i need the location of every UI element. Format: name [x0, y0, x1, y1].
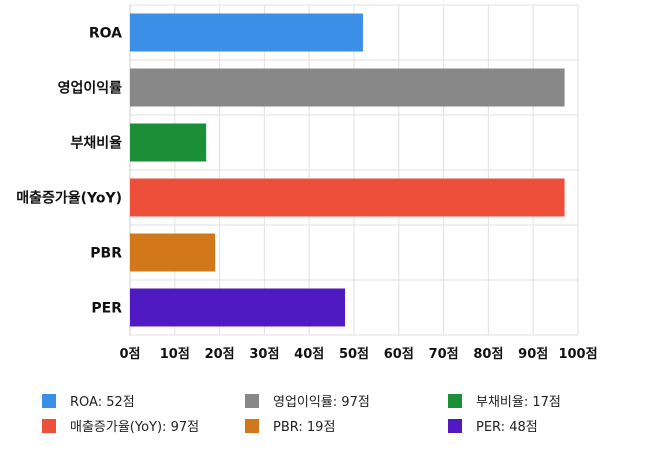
legend-swatch: [245, 394, 259, 408]
x-tick-label: 30점: [249, 347, 279, 362]
category-label: PBR: [90, 246, 122, 262]
legend-swatch: [42, 394, 56, 408]
bar: [130, 123, 207, 162]
legend-swatch: [245, 419, 259, 433]
legend-label: ROA: 52점: [70, 395, 135, 410]
legend-swatch: [448, 394, 462, 408]
x-tick-labels: 0점 10점 20점 30점 40점 50점 60점 70점 80점 90점 100점: [119, 347, 597, 362]
x-tick-label: 40점: [294, 347, 324, 362]
bar: [130, 288, 346, 327]
grid-lines: [129, 4, 579, 336]
x-tick-label: 20점: [205, 347, 235, 362]
bar: [130, 178, 565, 217]
bar: [130, 68, 565, 107]
x-tick-label: 60점: [384, 347, 414, 362]
x-tick-label: 0점: [119, 347, 140, 362]
category-label: PER: [91, 301, 122, 317]
x-tick-label: 50점: [339, 347, 369, 362]
legend-swatch: [448, 419, 462, 433]
x-tick-label: 80점: [473, 347, 503, 362]
bars: [130, 13, 565, 327]
x-tick-label: 70점: [429, 347, 459, 362]
category-label: 부채비율: [70, 135, 122, 152]
legend-label: 부채비율: 17점: [476, 395, 561, 410]
x-tick-label: 100점: [558, 347, 597, 362]
category-label: 영업이익률: [58, 80, 123, 97]
bar: [130, 233, 216, 272]
bar: [130, 13, 363, 52]
legend-label: PBR: 19점: [273, 420, 335, 435]
legend-label: 영업이익률: 97점: [273, 395, 370, 410]
legend-swatch: [42, 419, 56, 433]
x-tick-label: 10점: [160, 347, 190, 362]
legend-label: PER: 48점: [476, 420, 538, 435]
x-tick-label: 90점: [518, 347, 548, 362]
legend-label: 매출증가율(YoY): 97점: [70, 420, 199, 435]
category-label: 매출증가율(YoY): [16, 190, 122, 207]
category-label: ROA: [89, 26, 122, 42]
